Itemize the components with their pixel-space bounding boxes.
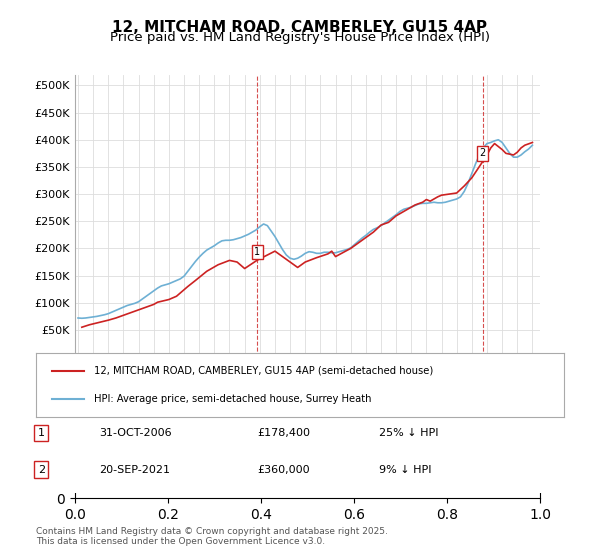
Text: Price paid vs. HM Land Registry's House Price Index (HPI): Price paid vs. HM Land Registry's House … bbox=[110, 31, 490, 44]
Text: 31-OCT-2006: 31-OCT-2006 bbox=[100, 428, 172, 438]
Text: HPI: Average price, semi-detached house, Surrey Heath: HPI: Average price, semi-detached house,… bbox=[94, 394, 371, 404]
Text: 12, MITCHAM ROAD, CAMBERLEY, GU15 4AP: 12, MITCHAM ROAD, CAMBERLEY, GU15 4AP bbox=[113, 20, 487, 35]
Text: 2: 2 bbox=[38, 464, 45, 474]
Text: 1: 1 bbox=[254, 247, 260, 257]
Text: Contains HM Land Registry data © Crown copyright and database right 2025.
This d: Contains HM Land Registry data © Crown c… bbox=[36, 526, 388, 546]
Text: 9% ↓ HPI: 9% ↓ HPI bbox=[379, 464, 432, 474]
Text: £178,400: £178,400 bbox=[258, 428, 311, 438]
Text: 25% ↓ HPI: 25% ↓ HPI bbox=[379, 428, 439, 438]
Text: 12, MITCHAM ROAD, CAMBERLEY, GU15 4AP (semi-detached house): 12, MITCHAM ROAD, CAMBERLEY, GU15 4AP (s… bbox=[94, 366, 433, 376]
Text: 1: 1 bbox=[38, 428, 45, 438]
Text: 20-SEP-2021: 20-SEP-2021 bbox=[100, 464, 170, 474]
Text: 2: 2 bbox=[479, 148, 486, 158]
Text: £360,000: £360,000 bbox=[258, 464, 310, 474]
